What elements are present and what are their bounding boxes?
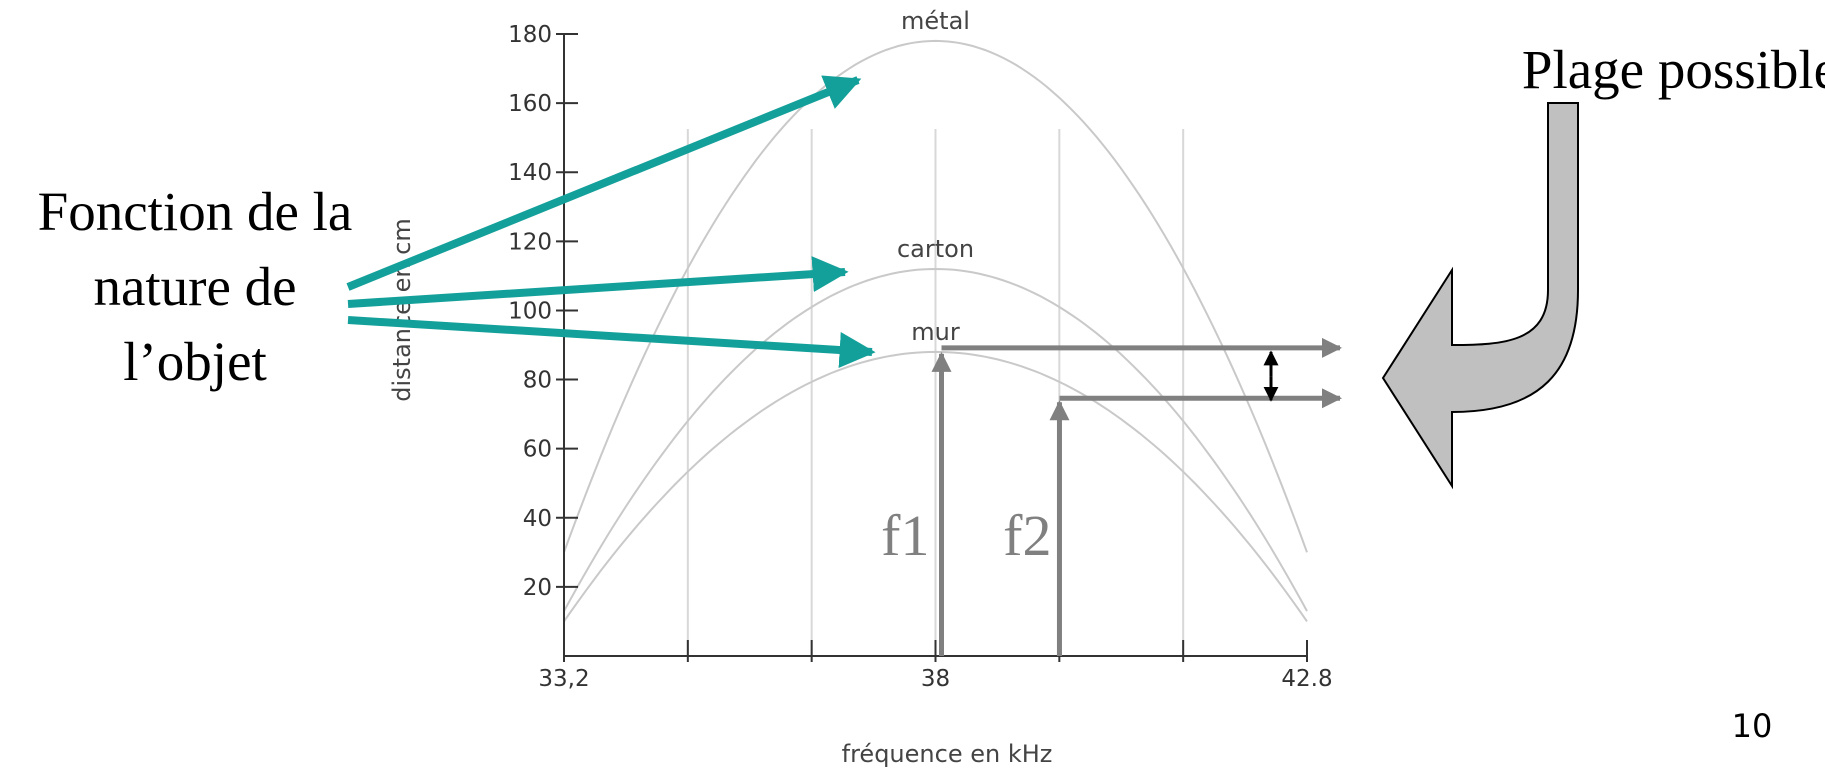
arrow-to-metal [346, 75, 862, 291]
left-label-line-2: nature de [93, 256, 296, 317]
x-tick-label-3: 38 [921, 666, 950, 692]
series-line-0 [563, 39, 1308, 553]
x-axis-label: fréquence en kHz [842, 740, 1053, 768]
y-tick-label-1: 40 [523, 506, 552, 532]
x-tick-label-0: 33,2 [538, 666, 589, 692]
curved-callout-arrow [1381, 102, 1579, 490]
y-tick-label-8: 180 [508, 22, 552, 48]
left-label: Fonction de la nature de l’objet [38, 181, 353, 392]
ticks: 20 40 60 80 100 120 140 160 180 33,2 38 42.8 [508, 22, 1333, 692]
y-tick-label-5: 120 [508, 229, 552, 255]
series-label-1: carton [897, 235, 974, 263]
series-labels: métal carton mur [897, 7, 974, 346]
series-label-0: métal [901, 7, 970, 35]
arrow-to-mur [347, 316, 876, 368]
f2-label: f2 [1003, 503, 1051, 568]
annotations: f1 f2 [881, 337, 1342, 656]
y-axis-label: distance en cm [388, 218, 416, 402]
y-tick-label-2: 60 [523, 437, 552, 463]
chart: 20 40 60 80 100 120 140 160 180 33,2 38 42.8 métal c… [388, 7, 1333, 768]
series-line-1 [563, 267, 1308, 612]
page-number: 10 [1732, 707, 1773, 745]
left-label-line-1: Fonction de la [38, 181, 353, 242]
left-label-line-3: l’objet [123, 331, 267, 392]
series-line-2 [563, 350, 1308, 622]
teal-pointer-arrows [346, 75, 876, 368]
y-tick-label-6: 140 [508, 160, 552, 186]
curves [563, 39, 1308, 622]
right-label: Plage possible [1522, 39, 1825, 100]
y-tick-label-7: 160 [508, 91, 552, 117]
x-tick-label-6: 42.8 [1281, 666, 1332, 692]
y-tick-label-4: 100 [508, 298, 552, 324]
gridlines [686, 129, 1185, 656]
y-tick-label-0: 20 [523, 575, 552, 601]
series-label-2: mur [911, 318, 960, 346]
arrow-to-carton [347, 256, 849, 308]
y-tick-label-3: 80 [523, 368, 552, 394]
f1-label: f1 [881, 503, 929, 568]
